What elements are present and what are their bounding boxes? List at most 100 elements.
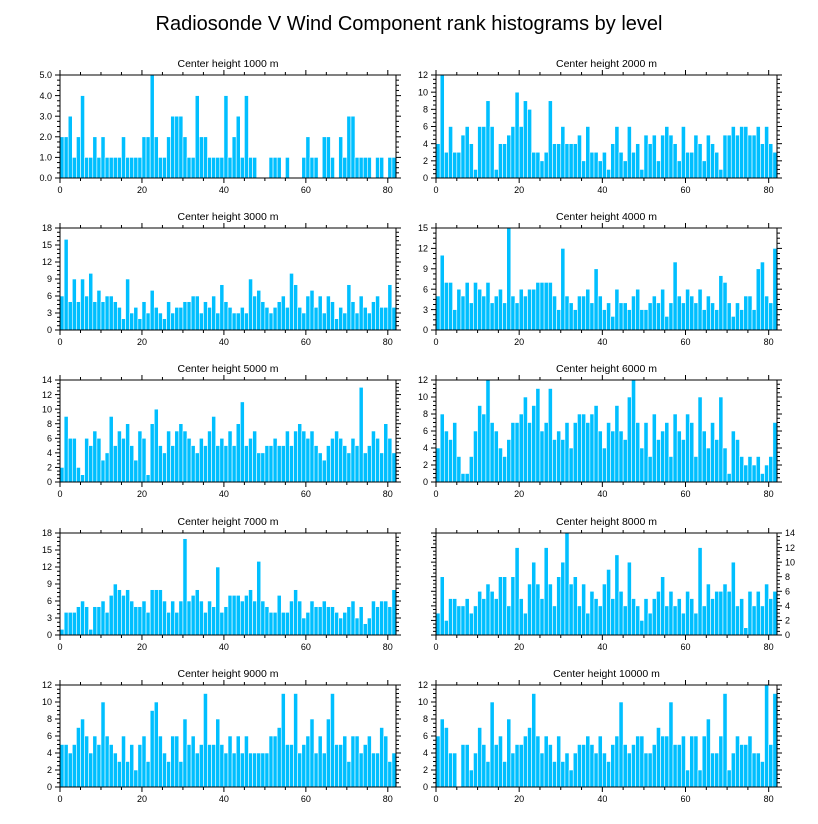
x-tick-label: 60 xyxy=(681,642,691,652)
bar xyxy=(301,157,307,179)
bar xyxy=(71,744,77,788)
bar xyxy=(481,598,487,636)
bar xyxy=(219,284,225,331)
bar xyxy=(383,735,389,788)
x-tick-label: 80 xyxy=(383,794,393,804)
bar xyxy=(293,589,298,636)
y-tick-label: 2 xyxy=(423,460,428,470)
bar xyxy=(556,735,562,788)
bar xyxy=(190,445,196,483)
y-tick-label: 4 xyxy=(423,748,428,758)
y-tick-label: 8 xyxy=(785,572,790,582)
bar xyxy=(268,312,274,331)
y-tick-label: 6 xyxy=(47,731,52,741)
bar xyxy=(338,744,344,788)
bar xyxy=(100,136,106,179)
bar xyxy=(162,318,167,331)
bar xyxy=(597,295,603,331)
bar xyxy=(543,422,549,483)
y-tick-label: 12 xyxy=(42,680,52,690)
bar xyxy=(215,157,221,179)
bar xyxy=(705,718,711,788)
bar xyxy=(203,301,208,331)
bar xyxy=(697,143,703,179)
bar xyxy=(772,151,778,179)
bar xyxy=(211,744,217,788)
bar xyxy=(635,735,641,788)
bar xyxy=(543,735,549,788)
bar xyxy=(498,288,503,331)
bar xyxy=(760,605,765,636)
bars xyxy=(435,379,778,483)
bar xyxy=(610,143,616,179)
bar xyxy=(63,612,69,636)
bar xyxy=(182,301,188,331)
bar xyxy=(211,606,217,636)
bar xyxy=(456,151,462,179)
bar xyxy=(59,295,65,331)
bar xyxy=(137,430,143,483)
bar xyxy=(59,467,65,483)
bar xyxy=(685,413,690,483)
bar xyxy=(63,416,69,483)
bar xyxy=(129,312,135,331)
bar xyxy=(215,312,221,331)
bar xyxy=(350,735,356,788)
bar xyxy=(697,769,703,788)
bar xyxy=(88,273,94,331)
bar xyxy=(668,456,674,483)
bar xyxy=(383,423,389,483)
x-tick-label: 60 xyxy=(681,185,691,195)
bar xyxy=(643,309,649,331)
bar xyxy=(618,701,624,788)
bar xyxy=(371,600,376,636)
bar xyxy=(610,430,616,483)
bar xyxy=(330,437,335,483)
y-tick-label: 4 xyxy=(47,748,52,758)
bar xyxy=(751,309,757,331)
x-tick-label: 0 xyxy=(57,642,62,652)
bar xyxy=(219,157,225,179)
bar xyxy=(610,598,616,636)
bar xyxy=(743,627,749,636)
bar xyxy=(158,735,163,788)
bar xyxy=(264,307,270,331)
x-tick-label: 0 xyxy=(57,337,62,347)
bar xyxy=(577,605,582,636)
bar xyxy=(751,464,757,483)
y-tick-label: 4 xyxy=(423,139,428,149)
bar xyxy=(174,307,180,331)
bar xyxy=(362,307,368,331)
bar xyxy=(547,100,553,179)
y-tick-label: 2 xyxy=(47,463,52,473)
bar xyxy=(460,605,466,636)
bar xyxy=(614,126,620,179)
bar xyxy=(585,735,591,788)
bar xyxy=(379,452,385,483)
bar xyxy=(622,744,628,788)
bar xyxy=(272,307,278,331)
bar xyxy=(518,126,524,179)
bar xyxy=(597,430,603,483)
bar xyxy=(768,456,774,483)
bar xyxy=(153,307,159,331)
y-tick-label: 6 xyxy=(423,426,428,436)
bar xyxy=(133,606,139,636)
bar xyxy=(743,295,749,331)
bar xyxy=(747,134,753,179)
bar xyxy=(330,157,335,179)
bar xyxy=(547,388,553,483)
bar xyxy=(631,744,636,788)
bar xyxy=(635,605,641,636)
bar xyxy=(768,598,774,636)
bar xyxy=(543,282,549,331)
bar xyxy=(227,595,233,636)
bar xyxy=(660,134,666,179)
bar xyxy=(76,301,81,331)
bar xyxy=(639,447,645,483)
bar xyxy=(460,295,466,331)
bar xyxy=(166,430,171,483)
bar xyxy=(280,295,286,331)
bar xyxy=(656,160,661,179)
bar xyxy=(141,600,147,636)
